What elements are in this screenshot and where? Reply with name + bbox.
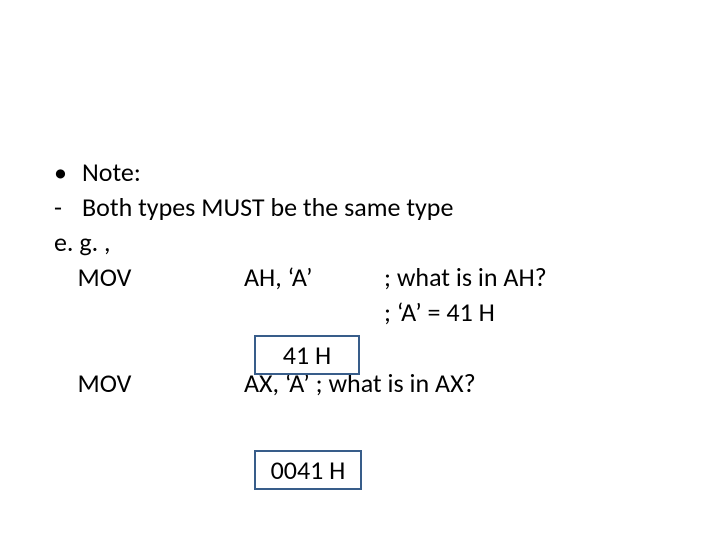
value-box-ah: 41 H [254,335,360,375]
value-box-ax-text: 0041 H [271,454,346,486]
mov1-col3: ; what is in AH? [384,261,547,293]
value-box-ah-text: 41 H [283,339,331,371]
mov-line-2: MOVAX, ‘A’ ; what is in AX? [54,366,720,401]
eg-label: e. g. , [54,225,720,260]
mov1-col2: AH, ‘A’ [244,260,384,295]
spacer-line-1 [54,330,720,365]
mov1-comment2: ; ‘A’ = 41 H [384,296,495,328]
note-label: Note: [82,155,141,190]
slide: • Note: - Both types MUST be the same ty… [0,0,720,540]
mov1-col1: MOV [54,260,244,295]
mov-line-1-comment: ; ‘A’ = 41 H [54,295,720,330]
rule-text: Both types MUST be the same type [82,190,453,225]
dash-marker: - [54,190,82,225]
bullet-marker: • [54,155,82,190]
dash-line-rule: - Both types MUST be the same type [54,190,720,225]
value-box-ax: 0041 H [254,450,362,490]
mov2-col1: MOV [54,366,244,401]
mov-line-1: MOVAH, ‘A’; what is in AH? [54,260,720,295]
bullet-line-note: • Note: [54,155,720,190]
